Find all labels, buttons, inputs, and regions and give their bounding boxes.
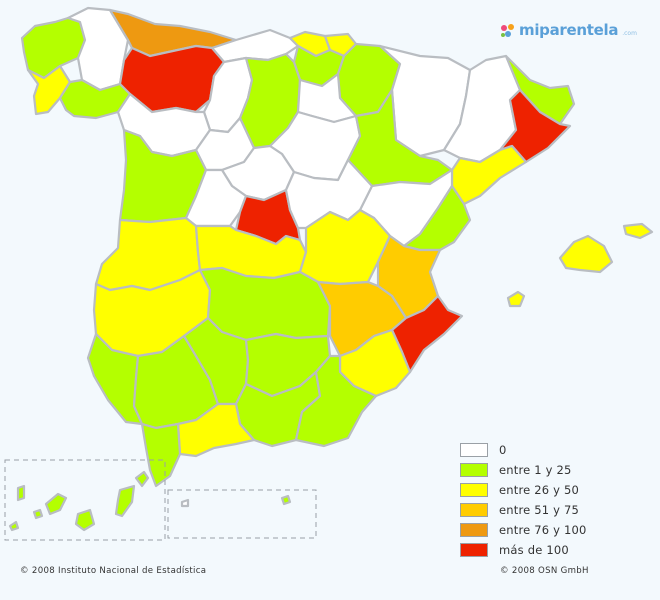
island-tenerife	[44, 492, 68, 516]
legend-swatch	[460, 523, 488, 537]
copyright-osn: © 2008 OSN GmbH	[500, 566, 589, 576]
legend-label: entre 76 y 100	[499, 523, 587, 537]
legend-label: 0	[499, 443, 507, 457]
island-fuerteventura	[114, 484, 136, 518]
province-pontevedra	[26, 64, 72, 116]
legend-swatch	[460, 483, 488, 497]
brand-suffix: .com	[622, 29, 637, 37]
island-el-hierro	[8, 520, 20, 532]
legend-swatch	[460, 503, 488, 517]
city-melilla	[280, 494, 292, 506]
legend-item: entre 1 y 25	[460, 460, 587, 480]
ceuta-melilla-inset-frame	[167, 489, 317, 539]
family-icon	[500, 23, 516, 37]
legend-swatch	[460, 443, 488, 457]
canary-inset-frame	[4, 459, 166, 541]
map-legend: 0 entre 1 y 25 entre 26 y 50 entre 51 y 75 e…	[460, 440, 587, 560]
island-mallorca	[558, 234, 614, 274]
province-almeria	[294, 354, 378, 448]
island-la-gomera	[32, 508, 44, 520]
legend-swatch	[460, 543, 488, 557]
brand-name: miparentela	[519, 21, 619, 39]
province-cadiz	[140, 422, 182, 488]
copyright-ine: © 2008 Instituto Nacional de Estadística	[20, 566, 207, 576]
legend-item: entre 51 y 75	[460, 500, 587, 520]
island-menorca	[622, 222, 654, 240]
province-leon	[118, 44, 226, 114]
island-gran-canaria	[74, 508, 96, 532]
legend-label: entre 26 y 50	[499, 483, 580, 497]
legend-swatch	[460, 463, 488, 477]
province-avila	[184, 168, 248, 228]
legend-label: entre 1 y 25	[499, 463, 572, 477]
island-ibiza	[506, 290, 526, 308]
legend-item: entre 26 y 50	[460, 480, 587, 500]
legend-item: 0	[460, 440, 587, 460]
legend-item: más de 100	[460, 540, 587, 560]
province-castellon	[402, 184, 472, 252]
legend-item: entre 76 y 100	[460, 520, 587, 540]
brand-logo[interactable]: miparentela .com	[500, 20, 637, 40]
island-lanzarote	[134, 470, 150, 488]
city-ceuta	[180, 498, 190, 508]
legend-label: más de 100	[499, 543, 569, 557]
island-la-palma	[16, 484, 26, 502]
province-a-coruna	[20, 16, 87, 80]
legend-label: entre 51 y 75	[499, 503, 580, 517]
province-malaga	[176, 402, 256, 458]
